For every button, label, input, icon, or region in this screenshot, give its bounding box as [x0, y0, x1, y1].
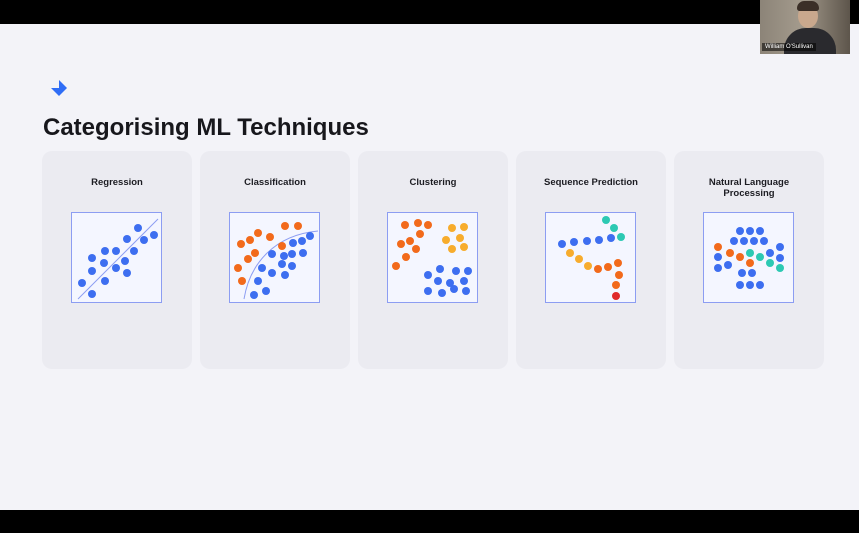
card-label: Clustering	[409, 177, 457, 188]
card-natural-language-processing: Natural Language Processing	[674, 151, 824, 369]
regression-scatter-icon	[71, 212, 162, 303]
card-regression: Regression	[42, 151, 192, 369]
card-label: Classification	[244, 177, 306, 188]
participant-hair	[797, 1, 819, 11]
presentation-slide: Categorising ML Techniques Regression Cl…	[0, 24, 859, 510]
clustering-scatter-icon	[387, 212, 478, 303]
participant-video-thumbnail[interactable]: William O'Sullivan	[760, 0, 850, 54]
card-sequence-prediction: Sequence Prediction	[516, 151, 666, 369]
sequence-prediction-icon	[545, 212, 636, 303]
brand-logo-icon	[51, 80, 67, 96]
card-clustering: Clustering	[358, 151, 508, 369]
nlp-network-icon	[703, 212, 794, 303]
participant-name-label: William O'Sullivan	[762, 43, 816, 51]
classification-scatter-icon	[229, 212, 320, 303]
card-label: Natural Language Processing	[708, 177, 790, 199]
card-label: Regression	[91, 177, 143, 188]
card-classification: Classification	[200, 151, 350, 369]
card-label: Sequence Prediction	[544, 177, 638, 188]
slide-title: Categorising ML Techniques	[43, 114, 369, 141]
